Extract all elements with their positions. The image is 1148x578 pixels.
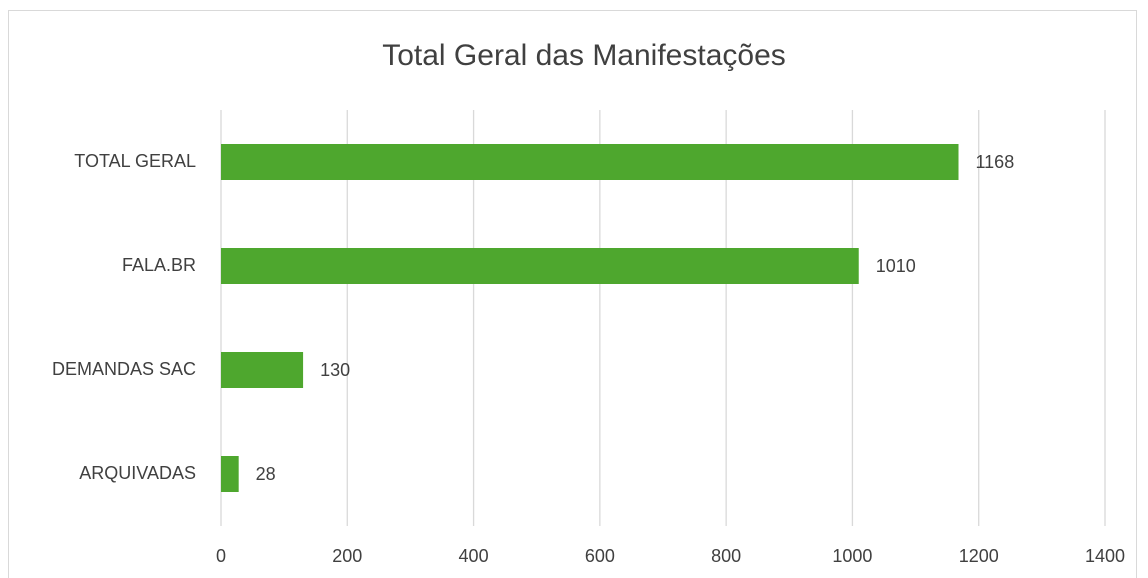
y-tick-label: DEMANDAS SAC xyxy=(52,359,196,379)
bar xyxy=(221,144,959,180)
x-tick-label: 1400 xyxy=(1085,546,1125,566)
x-tick-label: 1200 xyxy=(959,546,999,566)
bar xyxy=(221,352,304,388)
y-tick-label: FALA.BR xyxy=(122,255,196,275)
chart-border xyxy=(8,10,1137,578)
x-tick-label: 1000 xyxy=(832,546,872,566)
x-tick-label: 800 xyxy=(711,546,741,566)
bar xyxy=(221,248,859,284)
bar xyxy=(221,456,239,492)
data-label: 130 xyxy=(320,360,350,380)
data-label: 28 xyxy=(256,464,276,484)
x-tick-label: 400 xyxy=(459,546,489,566)
x-tick-label: 0 xyxy=(216,546,226,566)
y-tick-label: TOTAL GERAL xyxy=(74,151,196,171)
y-tick-label: ARQUIVADAS xyxy=(79,463,196,483)
chart-title: Total Geral das Manifestações xyxy=(382,39,786,72)
data-label: 1168 xyxy=(976,152,1015,172)
x-tick-label: 600 xyxy=(585,546,615,566)
data-label: 1010 xyxy=(876,256,916,276)
x-tick-label: 200 xyxy=(332,546,362,566)
